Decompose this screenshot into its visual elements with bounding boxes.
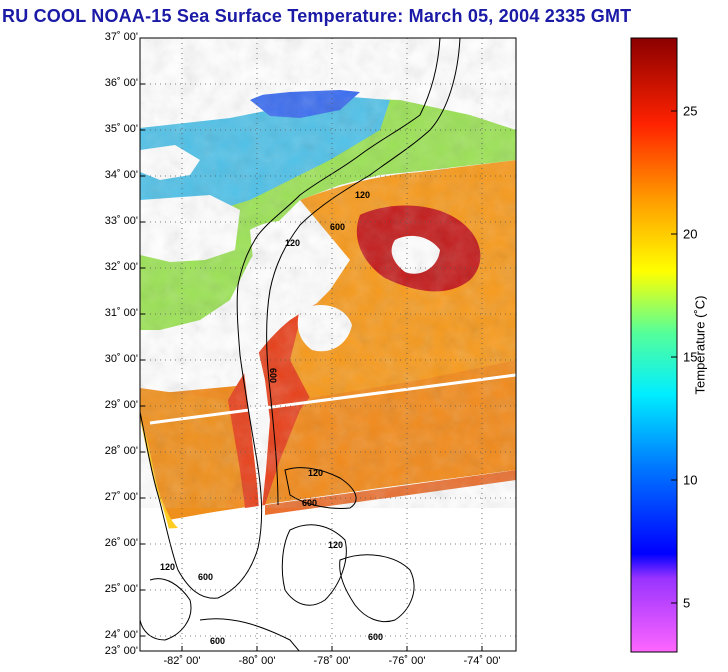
- lat-label: 36˚ 00': [104, 77, 138, 89]
- colorbar-tick-label: 25: [683, 103, 698, 119]
- colorbar-tick-label: 10: [683, 472, 698, 488]
- lat-label: 34˚ 00': [104, 169, 138, 181]
- lat-label: 30˚ 00': [104, 353, 138, 365]
- lon-label: -74˚ 00': [463, 655, 501, 667]
- bahamas-bank: [284, 467, 357, 509]
- lat-label: 35˚ 00': [104, 123, 138, 135]
- coastline-contours: [140, 38, 461, 651]
- cuba-coast: [199, 618, 300, 651]
- lon-label: -78˚ 00': [313, 655, 351, 667]
- graticule: [140, 38, 516, 651]
- map-frame: [139, 37, 517, 652]
- lat-label: 24˚ 00': [104, 629, 138, 641]
- contour-labels: 600 120 600 120 600 120 600 600 120 600 …: [160, 190, 383, 646]
- colorbar-ticks: [671, 110, 677, 604]
- colorbar-title: Temperature (˚C): [692, 295, 708, 395]
- axis-ticks: [140, 37, 483, 651]
- contour-label: 600: [330, 222, 345, 232]
- colorbar-tick-label: 15: [683, 349, 698, 365]
- lat-label: 33˚ 00': [104, 215, 138, 227]
- lon-label: -82˚ 00': [163, 655, 201, 667]
- colorbar-frame: [630, 37, 678, 653]
- colorbar-tick-label: 20: [683, 226, 698, 242]
- contour-label: 600: [302, 498, 317, 508]
- lon-label: -80˚ 00': [238, 655, 276, 667]
- contour-label: 600: [198, 572, 213, 582]
- contour-label: 600: [368, 632, 383, 642]
- bahamas-bank: [281, 524, 347, 606]
- lat-label: 25˚ 00': [104, 583, 138, 595]
- contour-label: 120: [308, 468, 323, 478]
- lat-label: 37˚ 00': [104, 31, 138, 43]
- lat-label: 27˚ 00': [104, 491, 138, 503]
- lat-label: 32˚ 00': [104, 261, 138, 273]
- lat-label: 28˚ 00': [104, 445, 138, 457]
- coastline: [140, 38, 441, 599]
- scan-gap-line: [149, 373, 516, 425]
- contour-label: 120: [355, 190, 370, 200]
- sst-imagery: [140, 38, 516, 651]
- lat-label: 31˚ 00': [104, 307, 138, 319]
- contour-label: 120: [328, 540, 343, 550]
- bahamas-bank: [339, 554, 415, 623]
- contour-label: 120: [285, 238, 300, 248]
- imagery-texture: [140, 38, 516, 508]
- cuba-shelf: [140, 578, 192, 641]
- contour-label: 600: [210, 636, 225, 646]
- land-and-no-data: [140, 300, 516, 651]
- contour-label: 120: [160, 562, 175, 572]
- map-title: RU COOL NOAA-15 Sea Surface Temperature:…: [2, 6, 632, 26]
- lat-label: 23˚ 00': [104, 645, 138, 657]
- lat-label: 26˚ 00': [104, 537, 138, 549]
- lon-label: -76˚ 00': [388, 655, 426, 667]
- contour-label: 600: [268, 368, 278, 383]
- lat-label: 29˚ 00': [104, 399, 138, 411]
- colorbar-tick-label: 5: [683, 595, 691, 611]
- colorbar: [631, 38, 677, 652]
